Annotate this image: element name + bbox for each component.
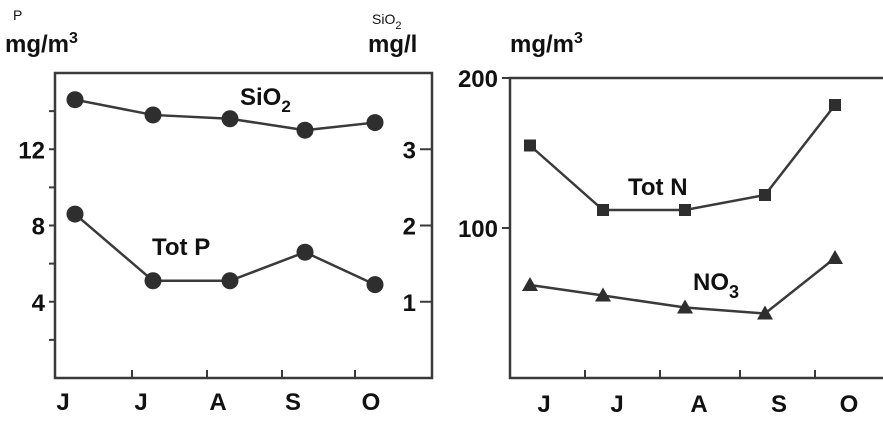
- left-y-tick-label-1: 4: [32, 290, 46, 317]
- series-tot-n-point-2: [597, 204, 609, 216]
- x-tick-label-5: O: [840, 391, 859, 416]
- left-axis-unit-exp: 3: [69, 30, 78, 47]
- series-label-no3-sub: 3: [729, 282, 739, 302]
- x-tick-label-5: O: [362, 389, 381, 416]
- right-panel-axis-unit-main: mg/m: [510, 31, 574, 58]
- x-tick-label-1: J: [537, 391, 550, 416]
- x-tick-label-3: A: [690, 391, 707, 416]
- series-label-sio2-main: SiO: [240, 84, 281, 111]
- series-tot-p-point-2: [144, 272, 162, 290]
- series-sio2-point-4: [296, 121, 314, 139]
- right-plot-frame: [508, 76, 883, 380]
- right-panel-axis-unit: mg/m3: [510, 30, 583, 58]
- series-tot-p-point-4: [296, 243, 314, 261]
- series-sio2-point-5: [366, 114, 384, 132]
- series-sio2-point-1: [66, 91, 84, 109]
- series-sio2-point-3: [221, 110, 239, 128]
- series-tot-n-point-1: [524, 139, 536, 152]
- right-y-tick-label-2: 2: [403, 214, 416, 241]
- series-no3-point-1: [522, 277, 538, 291]
- series-tot-p-point-3: [221, 272, 239, 290]
- right-axis-superscript-sub: 2: [395, 20, 401, 32]
- left-axis-unit-main: mg/m: [5, 31, 69, 58]
- right-y-tick-label-3: 3: [403, 137, 416, 164]
- right-axis-superscript: SiO2: [372, 11, 401, 32]
- series-label-sio2: SiO2: [240, 84, 291, 116]
- series-tot-n-point-3: [679, 204, 691, 216]
- right-plot-marks: 100 200 J J A S O: [458, 66, 883, 418]
- x-tick-label-3: A: [209, 389, 226, 416]
- series-label-no3-main: NO: [693, 269, 729, 296]
- y-tick-label-2: 200: [458, 66, 498, 93]
- series-label-tot-n: Tot N: [628, 174, 688, 201]
- series-no3-point-4: [757, 305, 773, 320]
- left-y-tick-label-3: 12: [18, 137, 45, 164]
- x-tick-label-2: J: [134, 389, 147, 416]
- left-y-tick-label-2: 8: [32, 214, 45, 241]
- series-label-tot-p: Tot P: [152, 234, 210, 261]
- right-axis-unit: mg/l: [368, 31, 417, 58]
- x-tick-label-4: S: [285, 389, 301, 416]
- series-no3-point-5: [827, 250, 843, 264]
- series-tot-n-point-4: [759, 189, 771, 201]
- series-tot-n-point-5: [829, 99, 841, 111]
- right-y-tick-label-1: 1: [403, 290, 416, 317]
- y-tick-label-1: 100: [458, 216, 498, 243]
- series-label-sio2-sub: 2: [281, 97, 290, 116]
- right-panel-axis-unit-exp: 3: [574, 30, 583, 47]
- series-tot-p-point-5: [366, 276, 384, 294]
- x-tick-label-4: S: [771, 391, 787, 416]
- series-label-no3: NO3: [693, 269, 739, 302]
- series-no3-point-2: [595, 287, 611, 302]
- left-axis-superscript: P: [13, 7, 22, 23]
- x-tick-label-1: J: [56, 389, 69, 416]
- series-no3-point-3: [677, 299, 693, 314]
- series-tot-p-point-1: [66, 205, 84, 223]
- left-axis-unit: mg/m3: [5, 30, 78, 58]
- x-tick-label-2: J: [610, 391, 623, 416]
- right-axis-superscript-main: SiO: [372, 11, 395, 27]
- series-sio2-point-2: [144, 106, 162, 124]
